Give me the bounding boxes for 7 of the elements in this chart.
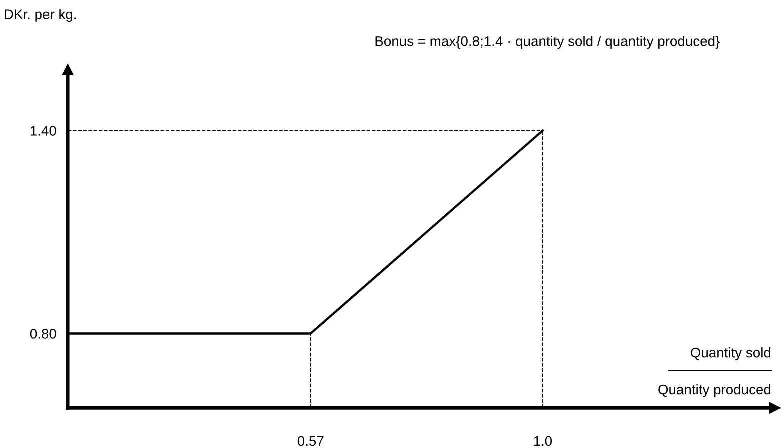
y-axis-title: DKr. per kg. xyxy=(5,9,76,22)
y-tick-label: 1.40 xyxy=(30,126,56,136)
y-tick-label: 0.80 xyxy=(30,329,56,339)
x-tick-label: 1.0 xyxy=(534,436,552,446)
text: Quantity sold Quantity produced xyxy=(658,348,771,398)
x-tick-label: 0.57 xyxy=(298,436,324,446)
text: Bonus = max{0.8;1.4 · quantity sold / quantity produced} xyxy=(376,36,720,50)
